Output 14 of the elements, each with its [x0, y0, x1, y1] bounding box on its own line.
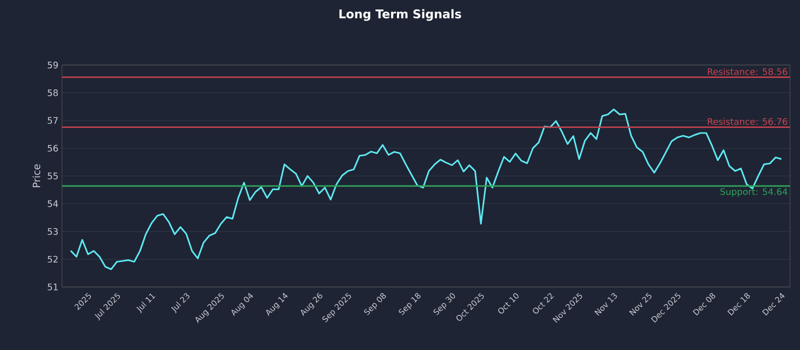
ref-line-label: Resistance: 56.76 [708, 118, 788, 125]
y-tick-label: 52 [48, 256, 58, 263]
y-tick-label: 58 [48, 89, 58, 96]
y-tick-label: 57 [48, 117, 58, 124]
ref-line-label: Resistance: 58.56 [708, 68, 788, 76]
y-tick-label: 54 [48, 200, 58, 208]
y-tick-label: 56 [48, 144, 58, 152]
y-axis-title: Price [32, 164, 40, 188]
chart-title: Long Term Signals [339, 9, 462, 21]
ref-line-label: Support: 54.64 [720, 188, 788, 197]
y-tick-label: 53 [48, 228, 58, 235]
y-tick-label: 51 [48, 284, 58, 290]
y-tick-label: 55 [48, 172, 58, 180]
y-tick-label: 59 [48, 62, 58, 68]
